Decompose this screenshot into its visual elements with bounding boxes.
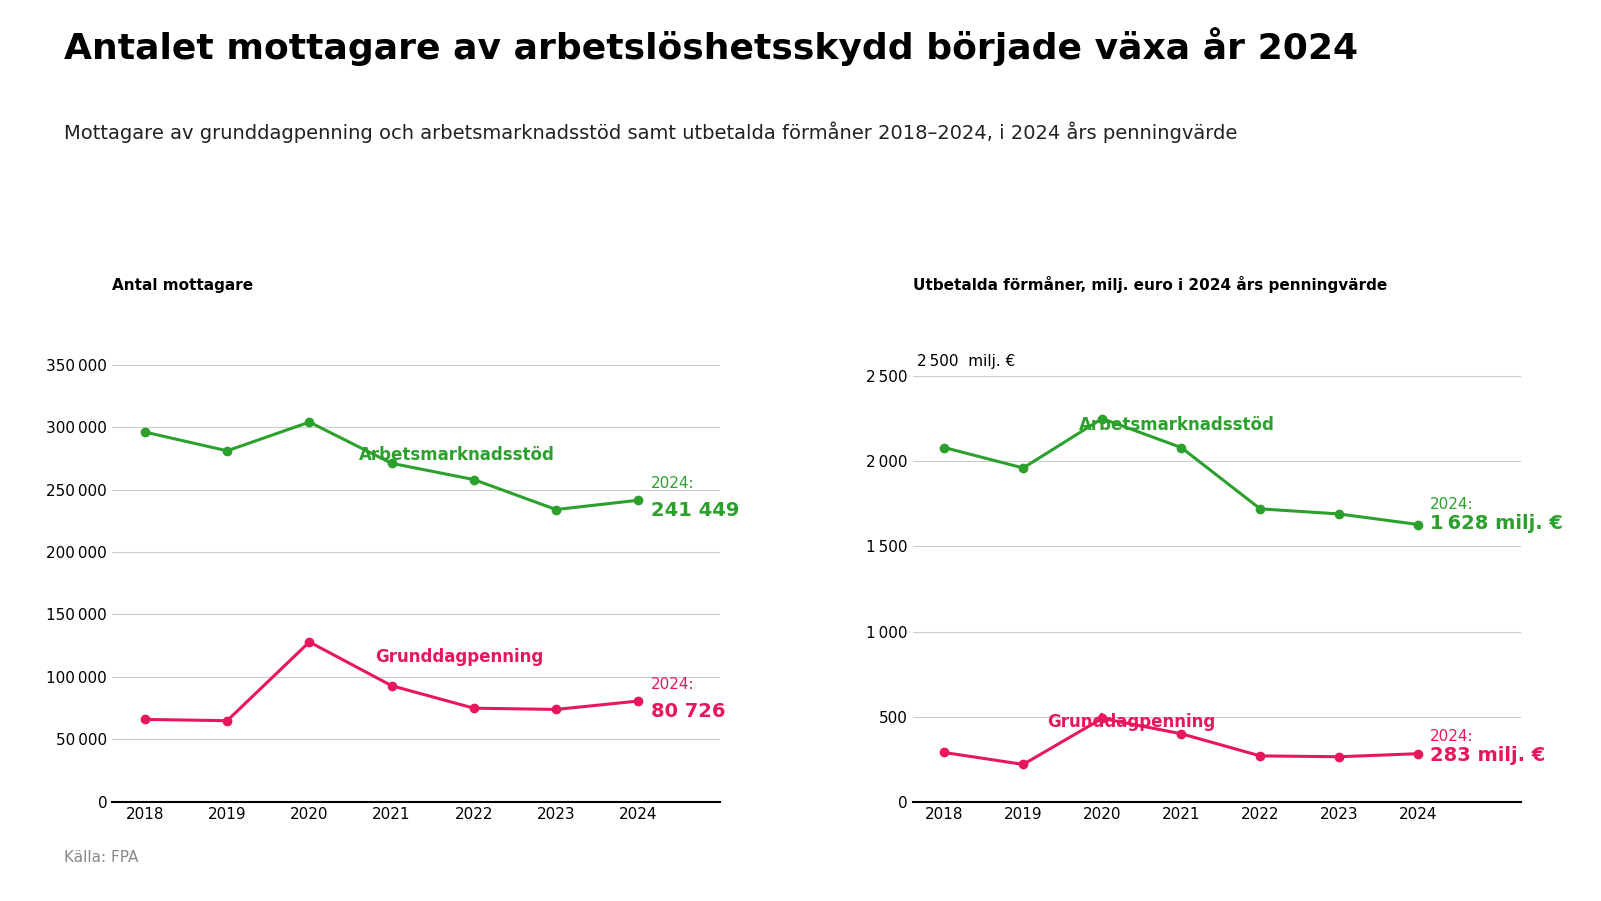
Text: Utbetalda förmåner, milj. euro i 2024 års penningvärde: Utbetalda förmåner, milj. euro i 2024 år…	[913, 276, 1386, 293]
Text: 80 726: 80 726	[650, 702, 725, 721]
Text: Grunddagpenning: Grunddagpenning	[1047, 713, 1215, 731]
Text: 2024:: 2024:	[650, 677, 695, 692]
Text: Arbetsmarknadsstöd: Arbetsmarknadsstöd	[1079, 416, 1274, 434]
Text: Antal mottagare: Antal mottagare	[112, 278, 253, 293]
Text: 2 500  milj. €: 2 500 milj. €	[916, 354, 1015, 369]
Text: 2024:: 2024:	[650, 476, 695, 491]
Text: 283 milj. €: 283 milj. €	[1430, 746, 1545, 765]
Text: 2024:: 2024:	[1430, 729, 1473, 744]
Text: 1 628 milj. €: 1 628 milj. €	[1430, 514, 1563, 533]
Text: Arbetsmarknadsstöd: Arbetsmarknadsstöd	[359, 446, 554, 463]
Text: Källa: FPA: Källa: FPA	[64, 850, 138, 865]
Text: Antalet mottagare av arbetslöshetsskydd började växa år 2024: Antalet mottagare av arbetslöshetsskydd …	[64, 27, 1358, 66]
Text: 2024:: 2024:	[1430, 497, 1473, 513]
Text: Grunddagpenning: Grunddagpenning	[375, 648, 543, 666]
Text: 241 449: 241 449	[650, 501, 740, 520]
Text: Mottagare av grunddagpenning och arbetsmarknadsstöd samt utbetalda förmåner 2018: Mottagare av grunddagpenning och arbetsm…	[64, 122, 1238, 143]
